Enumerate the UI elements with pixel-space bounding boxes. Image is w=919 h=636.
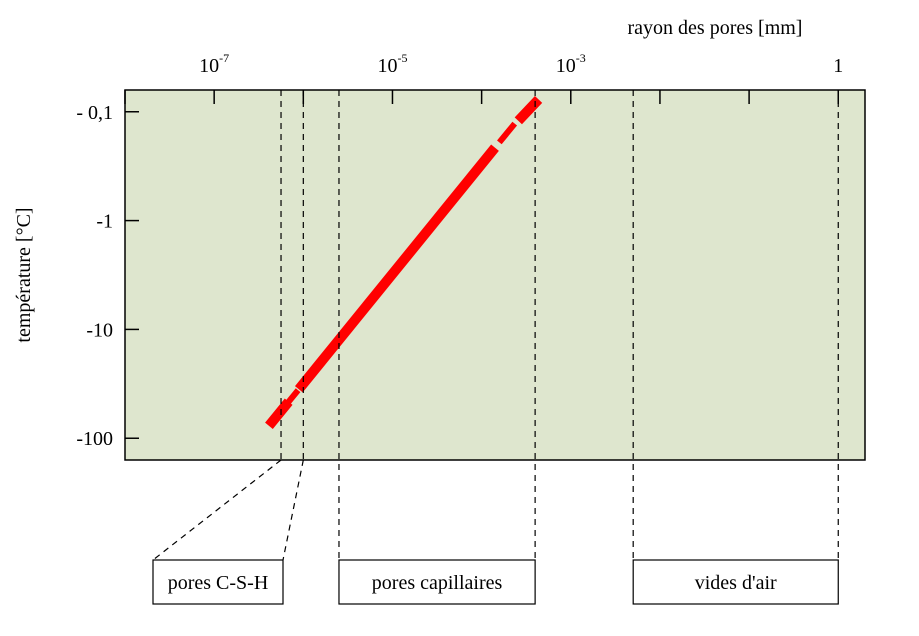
- region-cap-label: pores capillaires: [372, 572, 503, 594]
- x-tick-label: 10-7: [199, 51, 229, 77]
- y-tick-label: -1: [96, 211, 113, 233]
- region-csh-label: pores C-S-H: [168, 572, 269, 594]
- chart-svg: 10-7 10-5 10-3 1 - 0,1 -1 -10 -100 rayon des p…: [0, 0, 919, 636]
- region-dash: [153, 460, 281, 560]
- x-tick-label: 10-5: [377, 51, 407, 77]
- x-axis-title: rayon des pores [mm]: [628, 17, 803, 39]
- x-tick-label: 1: [833, 55, 843, 77]
- x-label-group: 10-7 10-5 10-3 1: [199, 51, 843, 77]
- x-tick-label: 10-3: [556, 51, 586, 77]
- y-axis-title: température [°C]: [13, 207, 35, 342]
- region-air-label: vides d'air: [695, 572, 777, 594]
- region-box-group: pores C-S-H pores capillaires vides d'air: [153, 560, 838, 604]
- region-dash: [283, 460, 303, 560]
- y-tick-label: -100: [76, 428, 113, 450]
- chart-container: 10-7 10-5 10-3 1 - 0,1 -1 -10 -100 rayon des p…: [0, 0, 919, 636]
- y-tick-label: - 0,1: [76, 102, 113, 124]
- plot-bg: [125, 90, 865, 460]
- y-tick-label: -10: [86, 319, 113, 341]
